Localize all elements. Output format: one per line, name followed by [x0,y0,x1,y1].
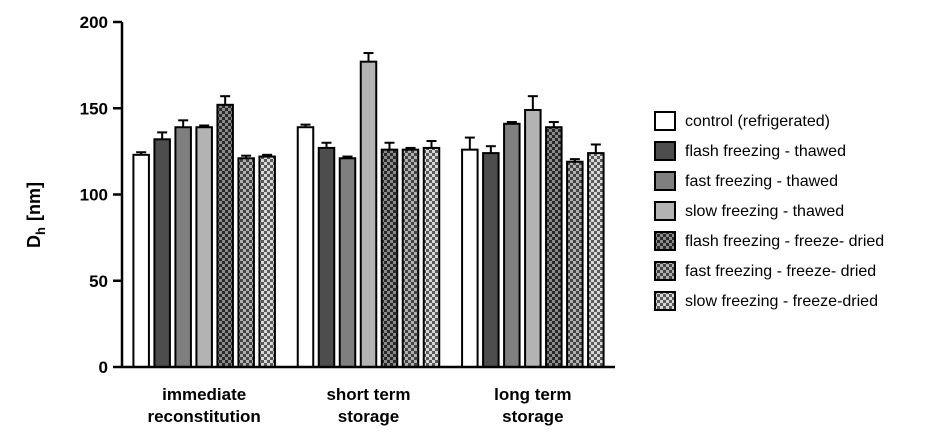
legend-swatch [654,111,676,131]
x-category-label-line: long term [494,385,571,404]
bar [258,155,276,368]
bar [566,160,584,368]
y-tick-label: 150 [80,99,108,118]
legend-swatch [654,261,676,281]
bar [359,60,378,369]
y-tick-label: 0 [99,358,108,377]
y-tick-label: 50 [89,272,108,291]
bar [174,126,192,368]
bar [153,138,171,368]
legend-label: fast freezing - thawed [685,173,838,190]
legend-swatch [654,171,676,191]
bar [482,152,500,368]
bar [296,126,315,368]
bar [587,152,605,368]
bars-group [132,52,605,369]
bar [401,148,420,368]
bar [503,122,521,369]
bar [317,146,336,368]
legend-label: fast freezing - freeze- dried [685,263,876,280]
y-tick-label: 100 [80,186,108,205]
legend-swatch [654,141,676,161]
x-category-label-line: immediate [162,385,246,404]
bar [216,103,234,369]
legend-label: flash freezing - freeze- dried [685,233,884,250]
x-category-label-line: short term [326,385,410,404]
bar [524,108,542,368]
legend-label: slow freezing - freeze-dried [685,293,878,310]
legend-swatch [654,291,676,311]
x-category-label-line: storage [338,407,399,426]
y-tick-label: 200 [80,13,108,32]
legend-label: flash freezing - thawed [685,143,846,160]
legend-label: slow freezing - thawed [685,203,844,220]
bar [422,146,441,368]
bar [195,126,213,368]
bar [461,148,479,368]
y-axis-label: Dh[nm] [24,182,48,248]
bar [338,157,357,368]
x-category-label-line: reconstitution [147,407,260,426]
x-category-label: immediate reconstitution [147,385,260,426]
x-axis: immediate reconstitution short term storage… [122,365,615,426]
bar [237,157,255,368]
x-category-label: long term storage [494,385,571,426]
x-category-label-line: storage [502,407,563,426]
bar [545,126,563,368]
legend-swatch [654,231,676,251]
legend-swatch [654,201,676,221]
legend-label: control (refrigerated) [685,113,830,130]
legend: control (refrigerated) flash freezing - t… [654,111,884,311]
y-axis: 0 50 100 150 200 [80,13,124,377]
x-category-label: short term storage [326,385,410,426]
bar [132,153,150,368]
bar [380,148,399,368]
